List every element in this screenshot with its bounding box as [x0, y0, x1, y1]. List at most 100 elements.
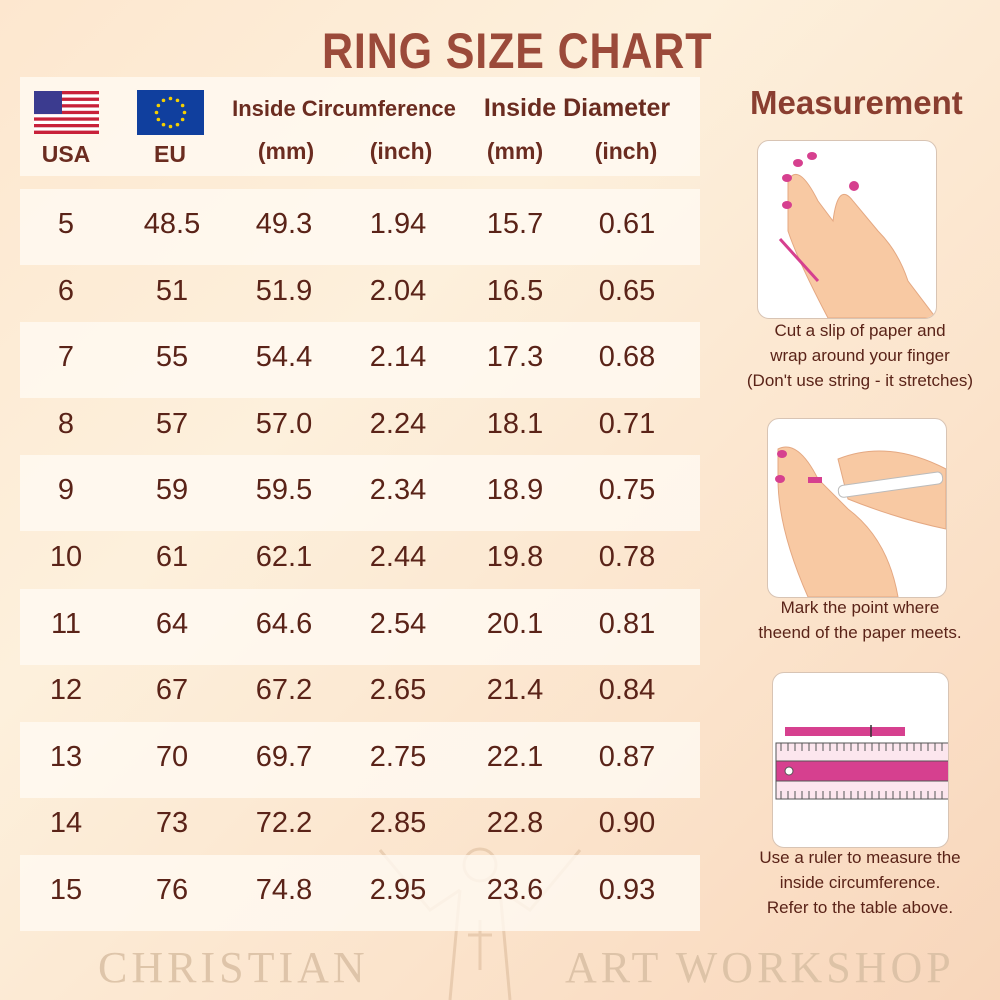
caption-line: (Don't use string - it stretches)	[746, 371, 974, 390]
cell-usa: 7	[57, 341, 75, 374]
step-1-illustration	[757, 140, 937, 319]
eu-star	[175, 98, 180, 103]
header-diam-inch: (inch)	[594, 138, 658, 164]
cell-circ-mm: 62.1	[255, 541, 313, 573]
cell-circ-inch: 2.44	[369, 541, 427, 573]
header-diam-mm: (mm)	[486, 138, 544, 164]
cell-diam-mm: 17.3	[486, 341, 544, 374]
eu-star	[154, 110, 159, 115]
page-title: RING SIZE CHART	[322, 23, 713, 79]
cell-diam-mm: 19.8	[486, 541, 544, 573]
header-usa: USA	[41, 141, 91, 167]
cell-usa: 9	[57, 474, 75, 507]
eu-star	[168, 124, 173, 129]
cell-diam-inch: 0.75	[598, 474, 656, 507]
cell-usa: 14	[49, 807, 83, 840]
cell-diam-inch: 0.87	[598, 740, 656, 773]
eu-star	[161, 122, 166, 127]
row-band	[20, 855, 700, 931]
header-diameter: Inside Diameter	[483, 94, 671, 122]
cell-circ-inch: 2.85	[369, 807, 427, 840]
cell-usa: 15	[49, 874, 83, 906]
cell-eu: 57	[155, 407, 189, 440]
cell-circ-mm: 49.3	[255, 208, 313, 240]
cell-eu: 55	[155, 341, 189, 374]
cell-diam-mm: 18.1	[486, 407, 544, 440]
eu-flag-icon	[137, 90, 204, 135]
cell-usa: 6	[57, 274, 75, 307]
eu-star	[156, 117, 161, 122]
cell-circ-mm: 64.6	[255, 607, 313, 640]
cell-eu: 59	[155, 474, 189, 507]
cell-eu: 73	[155, 807, 189, 840]
cell-diam-inch: 0.81	[598, 607, 656, 640]
row-band	[20, 322, 700, 399]
header-eu: EU	[154, 141, 186, 167]
cell-eu: 61	[155, 541, 189, 573]
cell-diam-inch: 0.61	[598, 208, 656, 240]
cell-circ-mm: 59.5	[255, 474, 313, 507]
step-2-caption: Mark the point where theend of the paper …	[720, 595, 1000, 645]
cell-eu: 70	[155, 740, 189, 773]
cell-diam-mm: 20.1	[486, 607, 544, 640]
cell-diam-inch: 0.71	[598, 407, 656, 440]
cell-diam-mm: 23.6	[486, 874, 544, 906]
cell-diam-mm: 22.1	[486, 740, 544, 773]
cell-eu: 67	[155, 674, 189, 707]
cell-circ-mm: 74.8	[255, 874, 313, 906]
cell-circ-mm: 67.2	[255, 674, 313, 707]
cell-usa: 5	[57, 208, 75, 240]
row-band	[20, 721, 700, 798]
us-flag-icon	[34, 91, 99, 134]
cell-circ-inch: 1.94	[369, 208, 427, 240]
cell-diam-inch: 0.68	[598, 341, 656, 374]
caption-line: Cut a slip of paper and	[774, 321, 946, 340]
eu-star	[180, 117, 185, 122]
cell-diam-mm: 21.4	[486, 674, 544, 707]
cell-circ-mm: 57.0	[255, 407, 313, 440]
cell-eu: 64	[155, 607, 189, 640]
row-band	[20, 588, 700, 665]
step-1-caption: Cut a slip of paper and wrap around your …	[720, 318, 1000, 393]
cell-circ-inch: 2.14	[369, 341, 427, 374]
watermark-right: ART WORKSHOP	[565, 943, 955, 992]
caption-line: Refer to the table above.	[766, 898, 954, 917]
cell-eu: 51	[155, 274, 189, 307]
step-2-illustration	[767, 418, 947, 598]
cell-diam-inch: 0.65	[598, 274, 656, 307]
cell-circ-mm: 69.7	[255, 740, 313, 773]
cell-circ-inch: 2.34	[369, 474, 427, 507]
measurement-title: Measurement	[750, 84, 963, 121]
watermark-left: CHRISTIAN	[98, 943, 369, 992]
header-circ-inch: (inch)	[369, 138, 433, 164]
cell-diam-inch: 0.78	[598, 541, 656, 573]
row-band	[20, 455, 700, 532]
cell-diam-inch: 0.93	[598, 874, 656, 906]
cell-circ-inch: 2.24	[369, 407, 427, 440]
cell-usa: 8	[57, 407, 75, 440]
cell-circ-mm: 54.4	[255, 341, 313, 374]
hand-paper-strip-icon	[778, 152, 936, 318]
cell-usa: 12	[49, 674, 83, 707]
caption-line: inside circumference.	[779, 873, 941, 892]
cell-diam-mm: 15.7	[486, 208, 544, 240]
eu-star	[156, 103, 161, 108]
caption-line: theend of the paper meets.	[758, 623, 962, 642]
caption-line: Use a ruler to measure the	[759, 848, 961, 867]
row-band	[20, 189, 700, 265]
caption-line: Mark the point where	[780, 598, 940, 617]
step-3-illustration	[772, 672, 949, 848]
cell-diam-mm: 18.9	[486, 474, 544, 507]
cell-circ-inch: 2.54	[369, 607, 427, 640]
cell-circ-inch: 2.95	[369, 874, 427, 906]
header-circ-mm: (mm)	[257, 138, 315, 164]
eu-star	[175, 122, 180, 127]
cell-eu: 76	[155, 874, 189, 906]
cell-diam-inch: 0.84	[598, 674, 656, 707]
cell-diam-mm: 16.5	[486, 274, 544, 307]
cell-diam-mm: 22.8	[486, 807, 544, 840]
caption-line: wrap around your finger	[770, 346, 950, 365]
cell-diam-inch: 0.90	[598, 807, 656, 840]
cell-circ-inch: 2.04	[369, 274, 427, 307]
eu-star	[180, 103, 185, 108]
